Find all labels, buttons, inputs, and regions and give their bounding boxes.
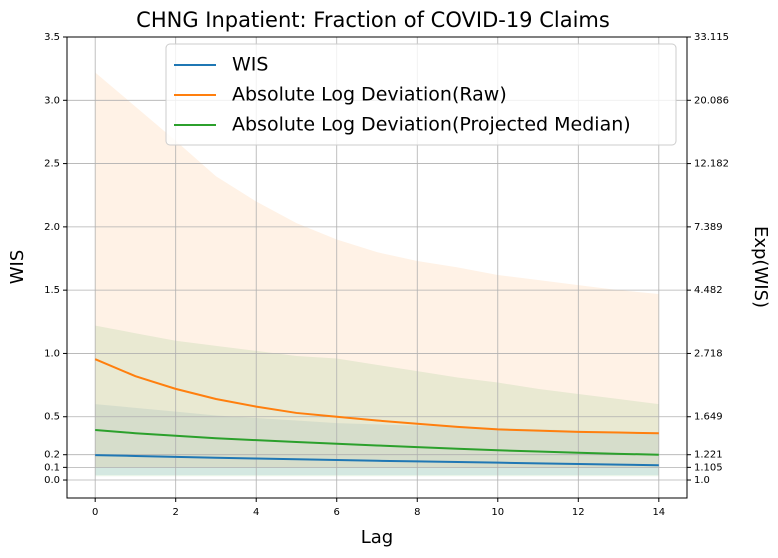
y-tick-label: 0.5 [44,412,60,423]
y2-tick-label: 2.718 [694,348,723,359]
y-tick-label: 0.0 [44,475,60,486]
y-axis-label: WIS [7,250,28,285]
y2-tick-label: 33.115 [694,32,729,43]
y2-tick-label: 1.105 [694,462,723,473]
y-tick-label: 0.1 [44,462,60,473]
plot-frame [66,36,688,499]
x-tick-label: 6 [334,507,340,518]
legend-label: WIS [232,54,268,76]
x-tick-label: 14 [652,507,665,518]
y2-tick-label: 20.086 [694,95,729,106]
y-tick-label: 1.5 [44,285,60,296]
y-tick-label: 3.5 [44,32,60,43]
x-axis-label: Lag [361,527,393,548]
confidence-band [95,72,659,468]
y-tick-label: 1.0 [44,348,60,359]
line [94,358,659,435]
y2-tick-label: 12.182 [694,159,729,170]
x-tick-label: 12 [572,507,585,518]
x-tick-label: 10 [491,507,504,518]
x-tick-label: 8 [414,507,420,518]
y-tick-label: 0.2 [44,450,60,461]
y2-tick-label: 1.221 [694,450,723,461]
y2-tick-label: 1.0 [694,475,710,486]
y2-tick-label: 4.482 [694,285,723,296]
x-tick-label: 0 [92,507,98,518]
legend-label: Absolute Log Deviation(Projected Median) [232,114,631,136]
y2-tick-label: 1.649 [694,412,723,423]
y-tick-label: 3.0 [44,95,60,106]
y-tick-label: 2.0 [44,222,60,233]
y2-axis-label: Exp(WIS) [750,226,771,308]
legend-label: Absolute Log Deviation(Raw) [232,84,507,106]
y-tick-label: 2.5 [44,159,60,170]
y2-tick-label: 7.389 [694,222,723,233]
legend-box [165,43,677,146]
x-tick-label: 2 [173,507,179,518]
line [95,429,659,456]
line [95,454,659,467]
x-tick-label: 4 [253,507,259,518]
chart-title: CHNG Inpatient: Fraction of COVID-19 Cla… [136,8,610,32]
